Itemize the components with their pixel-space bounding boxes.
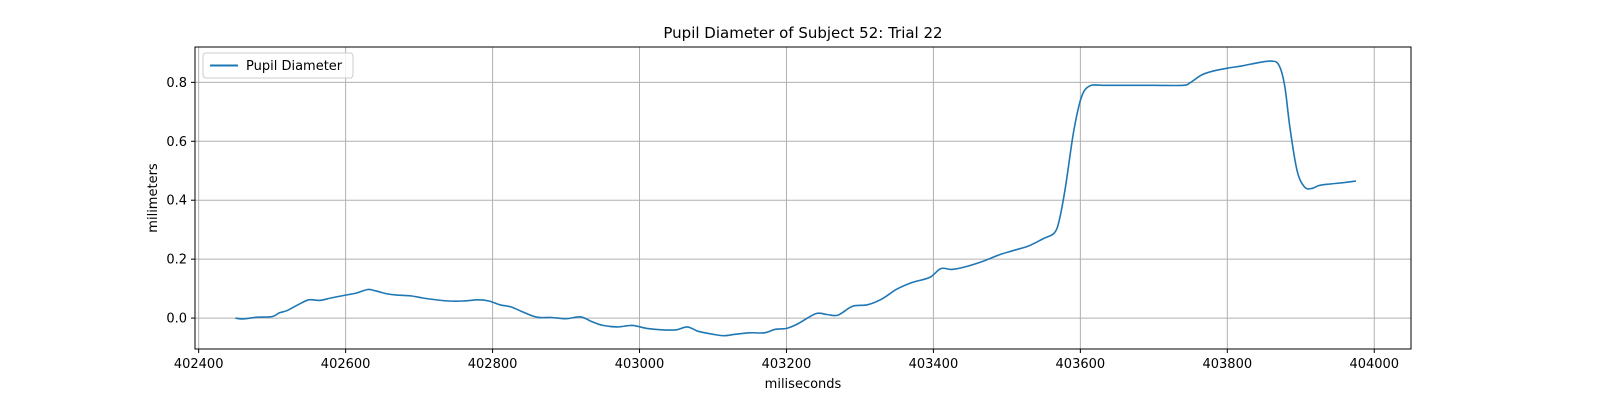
legend-box (202, 52, 354, 79)
plot-frame (194, 46, 1412, 350)
y-tick-label: 0.2 (166, 253, 187, 268)
x-tick-label: 403200 (762, 357, 812, 372)
x-tick-label: 404000 (1349, 357, 1399, 372)
x-axis: 402400 402600 402800 403000 403200 403400 4036… (174, 349, 1399, 372)
x-tick-label: 402600 (321, 357, 371, 372)
y-tick-label: 0.4 (166, 194, 187, 209)
x-tick-label: 402800 (468, 357, 518, 372)
y-axis: 0.0 0.2 0.4 0.6 0.8 (166, 76, 195, 327)
series-layer (235, 60, 1356, 337)
chart-title: Pupil Diameter of Subject 52: Trial 22 (663, 24, 942, 42)
y-tick-label: 0.6 (166, 135, 187, 150)
x-tick-label: 403400 (909, 357, 959, 372)
x-tick-label: 403600 (1056, 357, 1106, 372)
x-tick-label: 403800 (1202, 357, 1252, 372)
grid-lines (195, 47, 1411, 349)
y-tick-label: 0.8 (166, 76, 187, 91)
series-line (235, 60, 1356, 337)
legend: Pupil Diameter (202, 52, 354, 79)
legend-label: Pupil Diameter (246, 59, 343, 74)
y-tick-label: 0.0 (166, 312, 187, 327)
x-axis-label: miliseconds (765, 377, 842, 392)
y-axis-label: milimeters (146, 163, 161, 233)
x-tick-label: 402400 (174, 357, 224, 372)
x-tick-label: 403000 (615, 357, 665, 372)
